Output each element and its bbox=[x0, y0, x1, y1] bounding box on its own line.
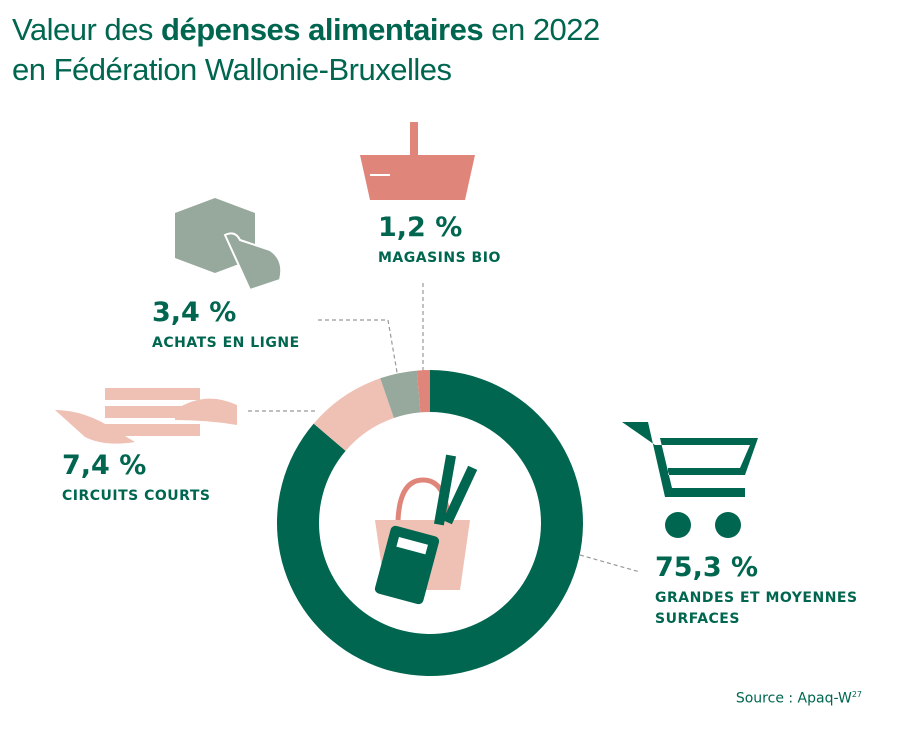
value-label: 7,4 % bbox=[62, 450, 147, 481]
value-label: 3,4 % bbox=[152, 297, 237, 328]
donut-segment bbox=[313, 378, 394, 451]
chart-title: Valeur des dépenses alimentaires en 2022… bbox=[12, 10, 600, 90]
basket-icon bbox=[360, 122, 475, 200]
source: Source : Apaq-W27 bbox=[736, 690, 862, 707]
bag-icon bbox=[374, 454, 478, 605]
category-label: ACHATS EN LIGNE bbox=[152, 335, 300, 351]
donut-segment bbox=[380, 370, 421, 419]
title-text: en Fédération Wallonie-Bruxelles bbox=[12, 52, 452, 87]
value-label: 1,2 % bbox=[378, 212, 463, 243]
source-text: Source : Apaq-W bbox=[735, 690, 852, 707]
box-icon bbox=[175, 198, 283, 292]
source-ref: 27 bbox=[851, 690, 862, 699]
cart-icon bbox=[622, 422, 758, 538]
donut-segment bbox=[416, 370, 430, 413]
title-bold: dépenses alimentaires bbox=[161, 12, 484, 47]
category-label: CIRCUITS COURTS bbox=[62, 488, 211, 504]
category-label: GRANDES ET MOYENNES SURFACES bbox=[655, 590, 858, 627]
leader-lines bbox=[248, 283, 641, 573]
value-label: 75,3 % bbox=[655, 552, 759, 583]
category-label: MAGASINS BIO bbox=[378, 250, 501, 266]
title-text: Valeur des bbox=[12, 12, 153, 47]
crate-icon bbox=[55, 388, 237, 444]
title-text: en 2022 bbox=[491, 12, 600, 47]
